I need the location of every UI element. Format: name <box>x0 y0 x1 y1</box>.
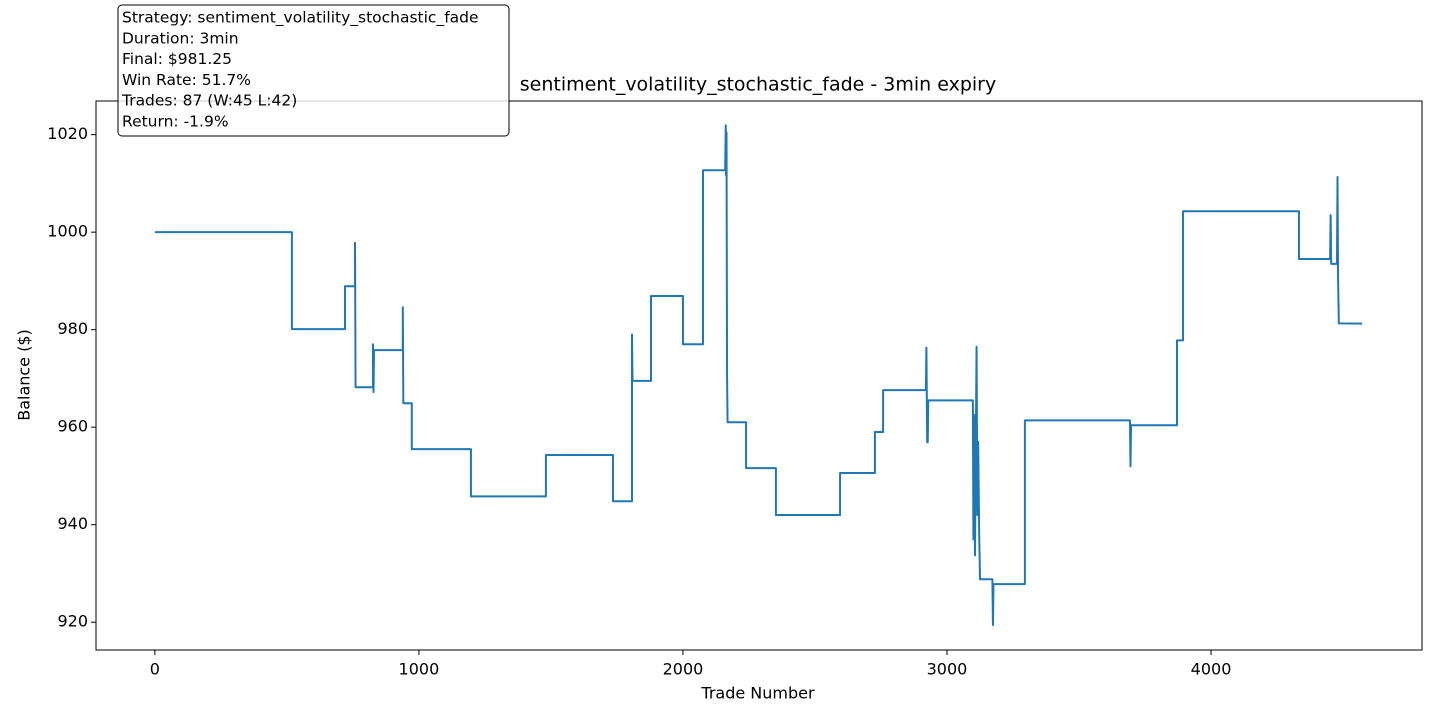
y-tick-label: 960 <box>57 417 88 436</box>
balance-line <box>154 124 1363 627</box>
y-tick-label: 920 <box>57 612 88 631</box>
y-tick-label: 1000 <box>47 222 88 241</box>
plot-frame <box>95 100 1423 651</box>
info-line: Duration: 3min <box>122 29 239 47</box>
y-tick-label: 1020 <box>47 124 88 143</box>
chart-title: sentiment_volatility_stochastic_fade - 3… <box>520 74 996 96</box>
info-line: Win Rate: 51.7% <box>122 71 251 89</box>
x-tick-label: 1000 <box>399 660 440 679</box>
x-tick-label: 0 <box>150 660 160 679</box>
info-line: Final: $981.25 <box>122 50 232 68</box>
x-tick-label: 3000 <box>927 660 968 679</box>
info-box <box>117 4 510 137</box>
info-line: Trades: 87 (W:45 L:42) <box>121 92 297 110</box>
x-axis-label: Trade Number <box>700 684 815 703</box>
y-tick-label: 980 <box>57 319 88 338</box>
x-tick-label: 4000 <box>1191 660 1232 679</box>
info-line: Strategy: sentiment_volatility_stochasti… <box>122 9 479 28</box>
y-axis-label: Balance ($) <box>15 329 34 421</box>
info-line: Return: -1.9% <box>122 113 229 131</box>
y-tick-label: 940 <box>57 514 88 533</box>
x-tick-label: 2000 <box>663 660 704 679</box>
